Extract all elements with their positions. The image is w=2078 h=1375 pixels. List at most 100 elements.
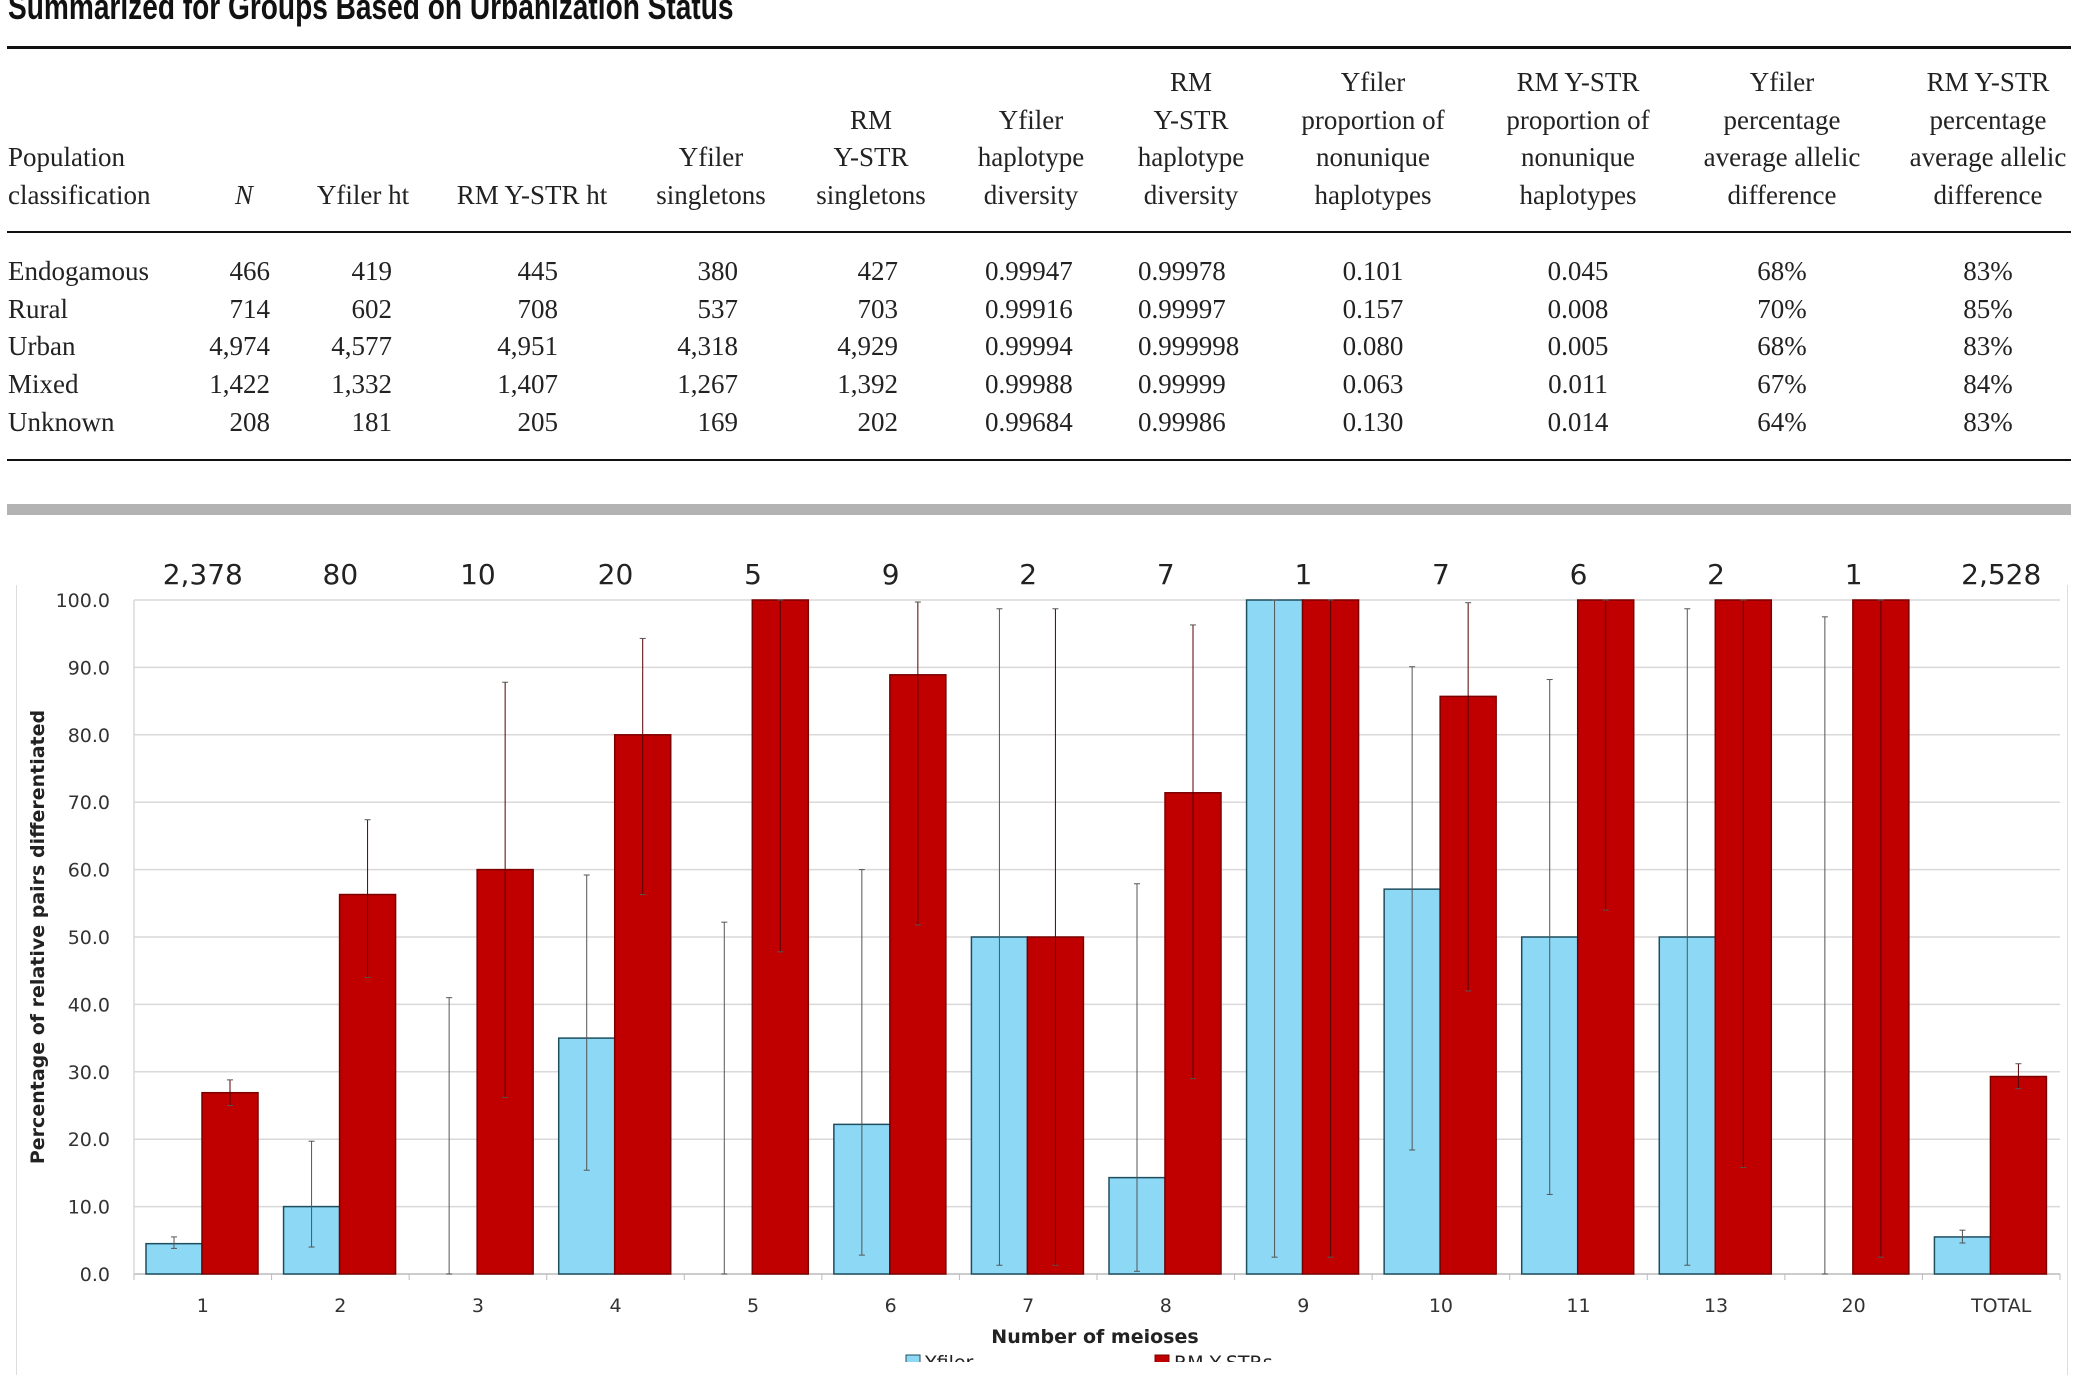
table-cell: 67%	[1757, 369, 1807, 399]
section-divider	[7, 504, 2071, 515]
table-cell: 427	[857, 256, 899, 286]
row-label: Mixed	[8, 369, 79, 399]
column-header: Yfiler singletons	[656, 142, 766, 210]
count-label: 5	[744, 558, 762, 591]
x-tick-label: 9	[1297, 1295, 1309, 1317]
table-cell: 714	[229, 294, 271, 324]
table-cell: 0.999998	[1138, 331, 1240, 361]
y-tick-label: 30.0	[68, 1062, 110, 1084]
table-cell: 0.99988	[985, 369, 1073, 399]
x-tick-label: 6	[885, 1295, 897, 1317]
y-tick-label: 100.0	[56, 590, 110, 612]
column-header: N	[234, 179, 253, 210]
row-label: Unknown	[8, 407, 115, 437]
count-label: 1	[1845, 558, 1863, 591]
x-tick-label: 20	[1842, 1295, 1866, 1317]
table-cell: 4,951	[497, 331, 558, 361]
legend-swatch	[1154, 1354, 1170, 1362]
column-header: Yfiler percentage average allelic differ…	[1703, 67, 1861, 210]
x-tick-label: 7	[1022, 1295, 1034, 1317]
x-axis-label: Number of meioses	[991, 1326, 1198, 1348]
table-cell: 602	[351, 294, 393, 324]
legend-swatch	[905, 1354, 921, 1362]
column-header: Yfiler proportion of nonunique haplotype…	[1301, 67, 1445, 210]
table-cell: 84%	[1963, 369, 2013, 399]
count-label: 9	[882, 558, 900, 591]
count-label: 6	[1570, 558, 1588, 591]
table-cell: 0.157	[1342, 294, 1404, 324]
x-tick-label: 11	[1566, 1295, 1590, 1317]
count-label: 2,528	[1961, 558, 2041, 591]
table-cell: 83%	[1963, 407, 2013, 437]
y-tick-label: 40.0	[68, 994, 110, 1016]
rm-ystr-bar	[201, 1091, 259, 1275]
legend-label: Yfiler	[924, 1352, 974, 1362]
y-tick-label: 20.0	[68, 1129, 110, 1151]
table-cell: 0.045	[1547, 256, 1609, 286]
count-label: 10	[460, 558, 496, 591]
x-tick-label: 4	[609, 1295, 621, 1317]
table-cell: 0.99999	[1138, 369, 1226, 399]
y-axis-label: Percentage of relative pairs differentia…	[27, 710, 49, 1164]
header-rule	[7, 231, 2071, 233]
table-cell: 703	[857, 294, 899, 324]
table-cell: 169	[697, 407, 739, 437]
row-label: Urban	[8, 331, 76, 361]
table-cell: 4,318	[677, 331, 738, 361]
table-cell: 1,267	[677, 369, 738, 399]
x-tick-label: 3	[472, 1295, 484, 1317]
table-cell: 0.99978	[1138, 256, 1226, 286]
table-header: Population classification N Yfiler ht RM Y-…	[0, 0, 2078, 214]
count-label: 7	[1432, 558, 1450, 591]
table-cell: 1,407	[497, 369, 558, 399]
table-cell: 445	[517, 256, 559, 286]
y-tick-label: 0.0	[80, 1264, 110, 1286]
table-cell: 4,577	[331, 331, 392, 361]
table-cell: 537	[697, 294, 739, 324]
x-tick-label: TOTAL	[1970, 1295, 2032, 1317]
row-label: Endogamous	[8, 256, 149, 286]
count-label: 1	[1294, 558, 1312, 591]
column-header: RM Y-STR haplotype diversity	[1137, 67, 1245, 210]
row-label: Rural	[8, 294, 68, 324]
table-cell: 419	[351, 256, 393, 286]
table-cell: 708	[517, 294, 559, 324]
column-header: RM Y-STR percentage average allelic diff…	[1909, 67, 2067, 210]
column-header: Yfiler ht	[316, 179, 410, 210]
table-cell: 70%	[1757, 294, 1807, 324]
x-tick-label: 5	[747, 1295, 759, 1317]
count-label: 20	[598, 558, 634, 591]
table-cell: 68%	[1757, 256, 1807, 286]
x-tick-label: 10	[1429, 1295, 1453, 1317]
column-header: Yfiler haplotype diversity	[977, 104, 1085, 210]
x-tick-label: 13	[1704, 1295, 1728, 1317]
rm-ystr-bar	[1989, 1075, 2048, 1275]
table-cell: 0.005	[1547, 331, 1609, 361]
count-label: 2,378	[163, 558, 243, 591]
y-tick-label: 50.0	[68, 927, 110, 949]
table-cell: 4,974	[209, 331, 270, 361]
table-cell: 0.99684	[985, 407, 1073, 437]
y-tick-label: 80.0	[68, 725, 110, 747]
column-header: RM Y-STR ht	[456, 179, 608, 210]
column-header: RM Y-STR proportion of nonunique haploty…	[1506, 67, 1650, 210]
x-tick-label: 1	[197, 1295, 209, 1317]
table-cell: 202	[857, 407, 899, 437]
table-cell: 0.99986	[1138, 407, 1226, 437]
table-cell: 1,392	[837, 369, 898, 399]
x-tick-label: 8	[1160, 1295, 1172, 1317]
table-cell: 181	[351, 407, 393, 437]
top-rule	[7, 46, 2071, 49]
y-tick-label: 70.0	[68, 792, 110, 814]
y-tick-label: 10.0	[68, 1197, 110, 1219]
table-cell: 0.011	[1548, 369, 1608, 399]
table-title: Summarized for Groups Based on Urbanizat…	[8, 0, 734, 27]
table-cell: 83%	[1963, 256, 2013, 286]
table-cell: 1,332	[331, 369, 392, 399]
table-cell: 68%	[1757, 331, 1807, 361]
table-cell: 205	[517, 407, 559, 437]
table-cell: 0.99997	[1138, 294, 1226, 324]
x-tick-label: 2	[334, 1295, 346, 1317]
